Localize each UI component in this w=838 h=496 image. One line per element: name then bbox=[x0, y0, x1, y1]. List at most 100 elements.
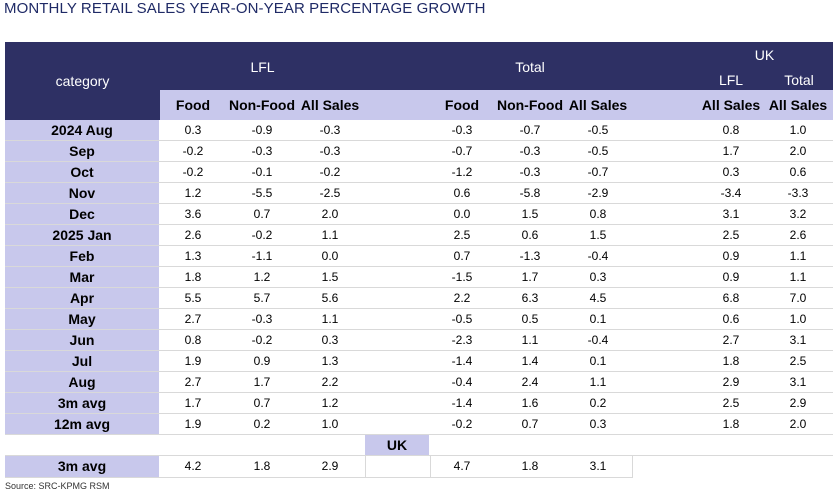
table-cell: -0.5 bbox=[587, 144, 609, 158]
table-cell: -0.3 bbox=[451, 123, 473, 137]
uk-row-label: 3m avg bbox=[57, 458, 107, 474]
table-cell: -1.4 bbox=[451, 354, 473, 368]
table-cell: -1.1 bbox=[251, 249, 273, 263]
table-cell: -0.2 bbox=[319, 165, 341, 179]
table-cell: -0.3 bbox=[319, 123, 341, 137]
table-cell: 3.6 bbox=[184, 207, 202, 221]
table-cell: 5.7 bbox=[253, 291, 271, 305]
table-cell: -0.3 bbox=[519, 144, 541, 158]
table-subheader bbox=[160, 90, 833, 120]
table-cell: 2.7 bbox=[722, 333, 740, 347]
table-cell: 0.2 bbox=[253, 417, 271, 431]
table-cell: 0.7 bbox=[453, 249, 471, 263]
header-uk-total: Total bbox=[784, 72, 814, 88]
subheader-uk-total-allsales: All Sales bbox=[768, 97, 828, 113]
category-column bbox=[5, 120, 159, 435]
table-cell: 4.5 bbox=[589, 291, 607, 305]
table-cell: 2.5 bbox=[722, 228, 740, 242]
row-label: 12m avg bbox=[53, 416, 111, 432]
table-cell: 0.3 bbox=[321, 333, 339, 347]
page-title: MONTHLY RETAIL SALES YEAR-ON-YEAR PERCEN… bbox=[4, 0, 486, 17]
header-uk: UK bbox=[754, 47, 775, 63]
table-cell: 5.6 bbox=[321, 291, 339, 305]
table-cell: -5.8 bbox=[519, 186, 541, 200]
table-cell: 2.5 bbox=[453, 228, 471, 242]
table-cell: -0.3 bbox=[319, 144, 341, 158]
row-label: Aug bbox=[68, 374, 96, 390]
table-cell: -0.7 bbox=[519, 123, 541, 137]
table-cell: 2.5 bbox=[789, 354, 807, 368]
table-cell: -0.7 bbox=[451, 144, 473, 158]
table-cell: 2.0 bbox=[321, 207, 339, 221]
table-cell: 2.5 bbox=[722, 396, 740, 410]
row-label: Jul bbox=[71, 353, 93, 369]
table-cell: 2.2 bbox=[321, 375, 339, 389]
table-cell: -0.7 bbox=[587, 165, 609, 179]
table-cell: 7.0 bbox=[789, 291, 807, 305]
table-cell: 1.8 bbox=[722, 354, 740, 368]
uk-table-cell: 4.2 bbox=[184, 459, 202, 473]
table-cell: -0.2 bbox=[182, 144, 204, 158]
table-cell: 2.4 bbox=[521, 375, 539, 389]
row-label: Sep bbox=[69, 143, 95, 159]
uk-row-label-cell bbox=[5, 456, 159, 477]
table-cell: 1.2 bbox=[321, 396, 339, 410]
table-cell: 1.0 bbox=[321, 417, 339, 431]
uk-section-header bbox=[365, 435, 429, 456]
table-cell: 1.1 bbox=[789, 249, 807, 263]
table-cell: 0.9 bbox=[722, 270, 740, 284]
uk-table-cell: 1.8 bbox=[521, 459, 539, 473]
table-cell: -2.9 bbox=[587, 186, 609, 200]
table-cell: -5.5 bbox=[251, 186, 273, 200]
table-cell: 0.0 bbox=[321, 249, 339, 263]
uk-table-cell: 1.8 bbox=[253, 459, 271, 473]
table-cell: 0.9 bbox=[722, 249, 740, 263]
table-cell: 1.7 bbox=[253, 375, 271, 389]
table-cell: 0.8 bbox=[184, 333, 202, 347]
table-cell: 1.3 bbox=[184, 249, 202, 263]
table-cell: 1.5 bbox=[321, 270, 339, 284]
subheader-lfl-allsales: All Sales bbox=[300, 97, 360, 113]
table-cell: 1.9 bbox=[184, 417, 202, 431]
header-total: Total bbox=[515, 59, 545, 75]
table-cell: 3.2 bbox=[789, 207, 807, 221]
table-cell: -0.3 bbox=[251, 312, 273, 326]
subheader-lfl-nonfood: Non-Food bbox=[228, 97, 296, 113]
table-cell: -0.2 bbox=[251, 228, 273, 242]
table-cell: 0.3 bbox=[589, 417, 607, 431]
table-cell: -0.2 bbox=[451, 417, 473, 431]
table-cell: 0.2 bbox=[589, 396, 607, 410]
table-cell: 2.0 bbox=[789, 144, 807, 158]
table-cell: 2.7 bbox=[184, 312, 202, 326]
row-label: 2025 Jan bbox=[52, 227, 112, 243]
uk-table-cell: 2.9 bbox=[321, 459, 339, 473]
table-cell: -1.3 bbox=[519, 249, 541, 263]
row-label: 3m avg bbox=[57, 395, 107, 411]
table-cell: -2.5 bbox=[319, 186, 341, 200]
table-cell: 1.1 bbox=[789, 270, 807, 284]
table-cell: -0.1 bbox=[251, 165, 273, 179]
uk-table-cell: 4.7 bbox=[453, 459, 471, 473]
row-label: Nov bbox=[68, 185, 96, 201]
table-cell: 2.9 bbox=[722, 375, 740, 389]
header-category: category bbox=[55, 73, 110, 89]
table-cell: 2.9 bbox=[789, 396, 807, 410]
table-cell: -0.4 bbox=[451, 375, 473, 389]
table-cell: -0.4 bbox=[587, 333, 609, 347]
subheader-uk-lfl-allsales: All Sales bbox=[701, 97, 761, 113]
table-cell: 1.8 bbox=[184, 270, 202, 284]
table-cell: 0.6 bbox=[453, 186, 471, 200]
table-cell: 0.1 bbox=[589, 354, 607, 368]
table-cell: -2.3 bbox=[451, 333, 473, 347]
row-label: Feb bbox=[69, 248, 95, 264]
row-label: Oct bbox=[70, 164, 94, 180]
table-cell: -0.2 bbox=[182, 165, 204, 179]
header-lfl: LFL bbox=[250, 59, 275, 75]
table-cell: 6.3 bbox=[521, 291, 539, 305]
table-cell: 2.6 bbox=[184, 228, 202, 242]
table-cell: 0.7 bbox=[253, 207, 271, 221]
table-cell: -3.4 bbox=[720, 186, 742, 200]
table-cell: 1.5 bbox=[521, 207, 539, 221]
table-cell: 0.6 bbox=[789, 165, 807, 179]
table-cell: -0.3 bbox=[251, 144, 273, 158]
